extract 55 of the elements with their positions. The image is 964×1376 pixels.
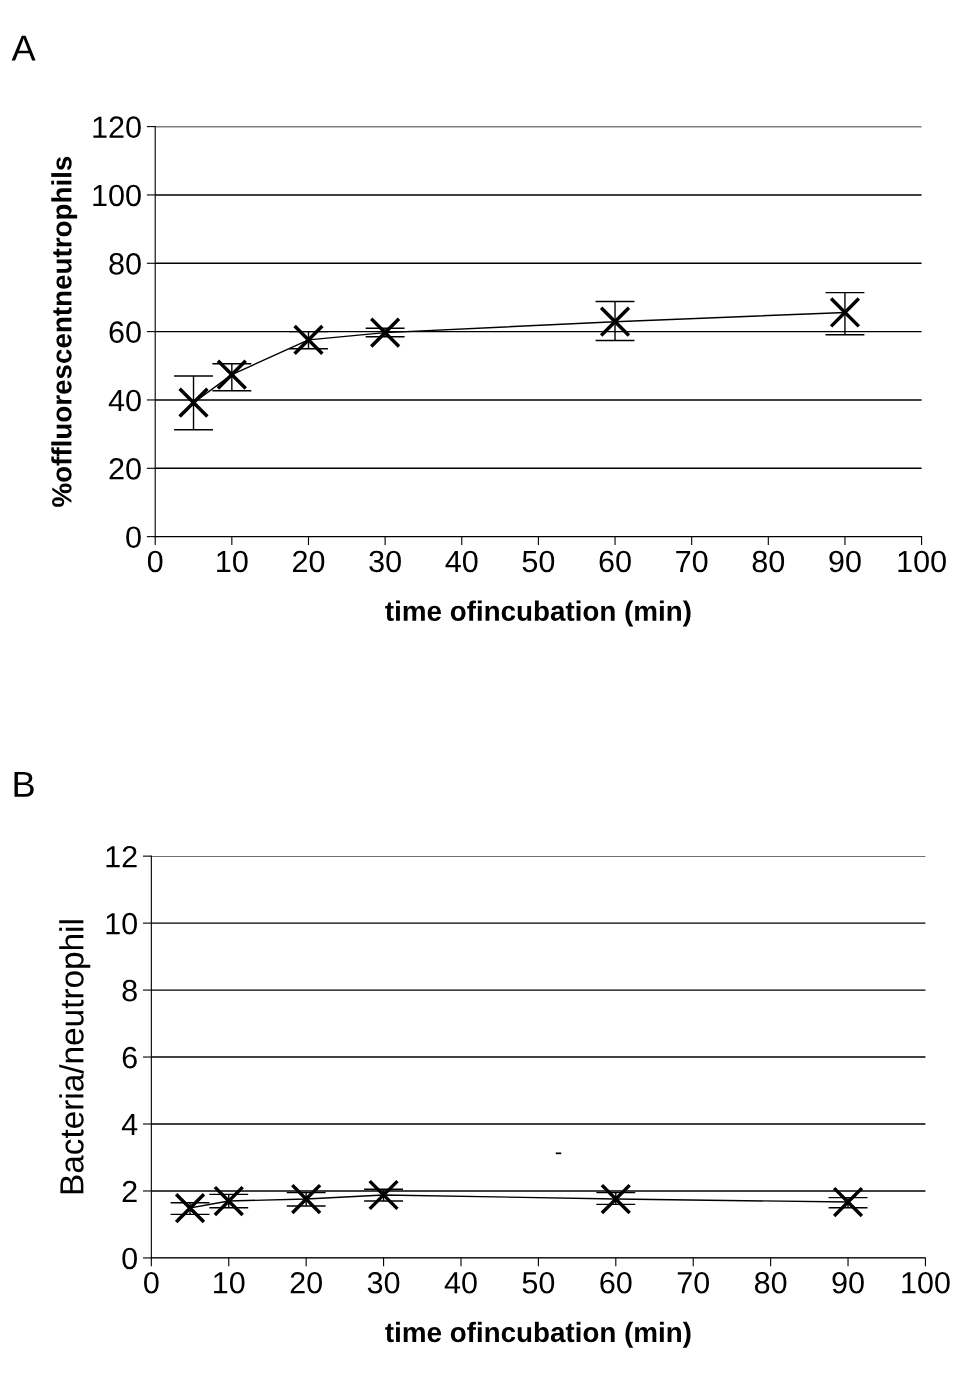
y-axis-title: Bacteria/neutrophil: [59, 920, 91, 1194]
point: [832, 1186, 864, 1218]
x-tick-label: 30: [369, 550, 401, 573]
y-tick-label: 100: [93, 184, 141, 207]
x-axis-title: time ofincubation (min): [385, 600, 691, 627]
point: [177, 387, 210, 419]
point: [292, 324, 325, 356]
x-tick-label: 80: [752, 550, 785, 573]
y-tick-label: 0: [126, 526, 141, 549]
y-axis-title: %offluorescentneutrophils: [51, 156, 78, 507]
point: [369, 317, 401, 349]
x-tick-label: 70: [676, 550, 708, 573]
point: [174, 1192, 206, 1224]
point: [213, 1185, 245, 1217]
x-tick-label: 60: [600, 1271, 632, 1294]
point: [599, 306, 631, 338]
x-tick-label: 40: [444, 1271, 477, 1294]
chart-title: A: [11, 35, 36, 61]
x-tick-label: 70: [677, 1271, 710, 1294]
x-tick-label: 0: [144, 1271, 159, 1294]
y-tick-label: 8: [122, 979, 137, 1002]
x-tick-label: 10: [217, 550, 248, 573]
x-tick-label: 20: [293, 550, 325, 573]
x-tick-label: 90: [832, 1271, 864, 1294]
x-tick-label: 20: [290, 1271, 322, 1294]
x-tick-label: 100: [898, 550, 946, 573]
x-tick-label: 40: [445, 550, 478, 573]
point: [829, 296, 861, 329]
x-tick-label: 50: [522, 1271, 555, 1294]
y-tick-label: 40: [108, 389, 141, 412]
x-tick-label: 80: [754, 1271, 787, 1294]
x-axis-title: time ofincubation (min): [385, 1321, 691, 1348]
y-tick-label: 60: [109, 321, 141, 343]
annotation: -: [555, 1152, 562, 1155]
x-tick-label: 50: [522, 550, 555, 573]
point: [290, 1183, 322, 1215]
y-tick-label: 12: [106, 845, 137, 868]
point: [367, 1179, 400, 1211]
x-tick-label: 100: [902, 1271, 950, 1294]
y-tick-label: 0: [122, 1247, 137, 1270]
y-tick-label: 6: [122, 1046, 137, 1069]
point: [216, 359, 248, 391]
y-tick-label: 20: [109, 458, 141, 480]
chart-title: B: [14, 771, 34, 797]
x-tick-label: 10: [214, 1271, 245, 1294]
point: [600, 1183, 632, 1215]
x-tick-label: 30: [367, 1271, 400, 1294]
y-tick-label: 4: [121, 1114, 138, 1136]
x-tick-label: 90: [829, 550, 861, 573]
x-tick-label: 0: [147, 550, 163, 573]
y-tick-label: 120: [93, 116, 141, 138]
y-tick-label: 2: [122, 1180, 137, 1203]
y-tick-label: 10: [106, 912, 137, 935]
x-tick-label: 60: [599, 550, 631, 573]
y-tick-label: 80: [109, 253, 141, 275]
